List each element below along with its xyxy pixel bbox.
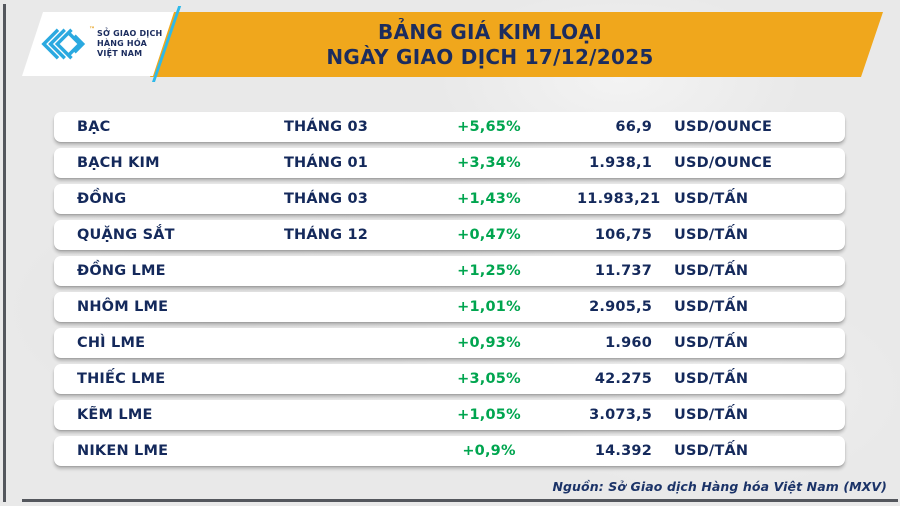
price-unit: USD/TẤN	[674, 443, 749, 459]
logo-line-3: VIỆT NAM	[97, 49, 143, 58]
contract-month: THÁNG 03	[283, 191, 369, 207]
logo-line-2: HÀNG HÓA	[97, 39, 148, 48]
contract-month: THÁNG 01	[283, 155, 369, 171]
price-unit: USD/TẤN	[674, 407, 749, 423]
logo-line-1: SỞ GIAO DỊCH	[97, 29, 163, 38]
commodity-name: NHÔM LME	[77, 299, 169, 315]
price-value: 1.960	[605, 335, 652, 351]
price-unit: USD/TẤN	[674, 191, 749, 207]
price-unit: USD/TẤN	[674, 299, 749, 315]
change-percent: +1,25%	[457, 263, 521, 279]
table-row-niken-lme: NIKEN LME +0,9% 14.392 USD/TẤN	[54, 436, 845, 466]
table-row-quang-sat: QUẶNG SẮT THÁNG 12 +0,47% 106,75 USD/TẤN	[54, 220, 845, 250]
commodity-name: CHÌ LME	[77, 335, 146, 351]
change-percent: +1,01%	[457, 299, 521, 315]
price-unit: USD/TẤN	[674, 335, 749, 351]
price-unit: USD/TẤN	[674, 227, 749, 243]
table-row-thiec-lme: THIẾC LME +3,05% 42.275 USD/TẤN	[54, 364, 845, 394]
table-row-kem-lme: KẼM LME +1,05% 3.073,5 USD/TẤN	[54, 400, 845, 430]
table-row-nhom-lme: NHÔM LME +1,01% 2.905,5 USD/TẤN	[54, 292, 845, 322]
price-value: 66,9	[615, 119, 652, 135]
price-unit: USD/OUNCE	[674, 155, 773, 171]
commodity-name: ĐỒNG LME	[77, 263, 166, 279]
change-percent: +3,05%	[457, 371, 521, 387]
commodity-name: NIKEN LME	[77, 443, 169, 459]
change-percent: +0,93%	[457, 335, 521, 351]
price-value: 42.275	[594, 371, 652, 387]
commodity-name: BẠC	[77, 119, 111, 135]
table-row-dong-lme: ĐỒNG LME +1,25% 11.737 USD/TẤN	[54, 256, 845, 286]
logo-wordmark: SỞ GIAO DỊCH HÀNG HÓA VIỆT NAM	[97, 29, 162, 59]
change-percent: +1,05%	[457, 407, 521, 423]
price-unit: USD/TẤN	[674, 371, 749, 387]
commodity-name: BẠCH KIM	[77, 155, 160, 171]
change-percent: +5,65%	[457, 119, 521, 135]
change-percent: +0,9%	[462, 443, 516, 459]
commodity-name: ĐỒNG	[77, 191, 127, 207]
page-title: BẢNG GIÁ KIM LOẠI	[378, 19, 602, 44]
price-value: 3.073,5	[589, 407, 652, 423]
commodity-name: KẼM LME	[77, 407, 153, 423]
bottom-border-line	[22, 499, 898, 502]
price-value: 14.392	[594, 443, 652, 459]
change-percent: +0,47%	[457, 227, 521, 243]
change-percent: +1,43%	[457, 191, 521, 207]
price-unit: USD/OUNCE	[674, 119, 773, 135]
mxv-chevron-icon	[41, 28, 86, 60]
table-row-dong: ĐỒNG THÁNG 03 +1,43% 11.983,21 USD/TẤN	[54, 184, 845, 214]
price-value: 11.737	[594, 263, 652, 279]
trademark-mark: ™	[89, 26, 95, 33]
commodity-name: THIẾC LME	[77, 371, 166, 387]
price-value: 1.938,1	[589, 155, 652, 171]
title-banner: BẢNG GIÁ KIM LOẠI NGÀY GIAO DỊCH 17/12/2…	[150, 12, 883, 77]
trading-date-subtitle: NGÀY GIAO DỊCH 17/12/2025	[326, 44, 654, 69]
price-unit: USD/TẤN	[674, 263, 749, 279]
mxv-logo: ™ SỞ GIAO DỊCH HÀNG HÓA VIỆT NAM	[22, 12, 174, 76]
table-row-bach-kim: BẠCH KIM THÁNG 01 +3,34% 1.938,1 USD/OUN…	[54, 148, 845, 178]
commodity-name: QUẶNG SẮT	[77, 227, 175, 243]
table-row-chi-lme: CHÌ LME +0,93% 1.960 USD/TẤN	[54, 328, 845, 358]
table-row-bac: BẠC THÁNG 03 +5,65% 66,9 USD/OUNCE	[54, 112, 845, 142]
metal-price-table: BẠC THÁNG 03 +5,65% 66,9 USD/OUNCE BẠCH …	[54, 112, 845, 472]
contract-month: THÁNG 12	[283, 227, 369, 243]
price-value: 106,75	[594, 227, 652, 243]
price-value: 11.983,21	[577, 191, 661, 207]
source-note: Nguồn: Sở Giao dịch Hàng hóa Việt Nam (M…	[552, 479, 887, 494]
price-value: 2.905,5	[589, 299, 652, 315]
contract-month: THÁNG 03	[283, 119, 369, 135]
left-border-line	[3, 4, 6, 502]
change-percent: +3,34%	[457, 155, 521, 171]
